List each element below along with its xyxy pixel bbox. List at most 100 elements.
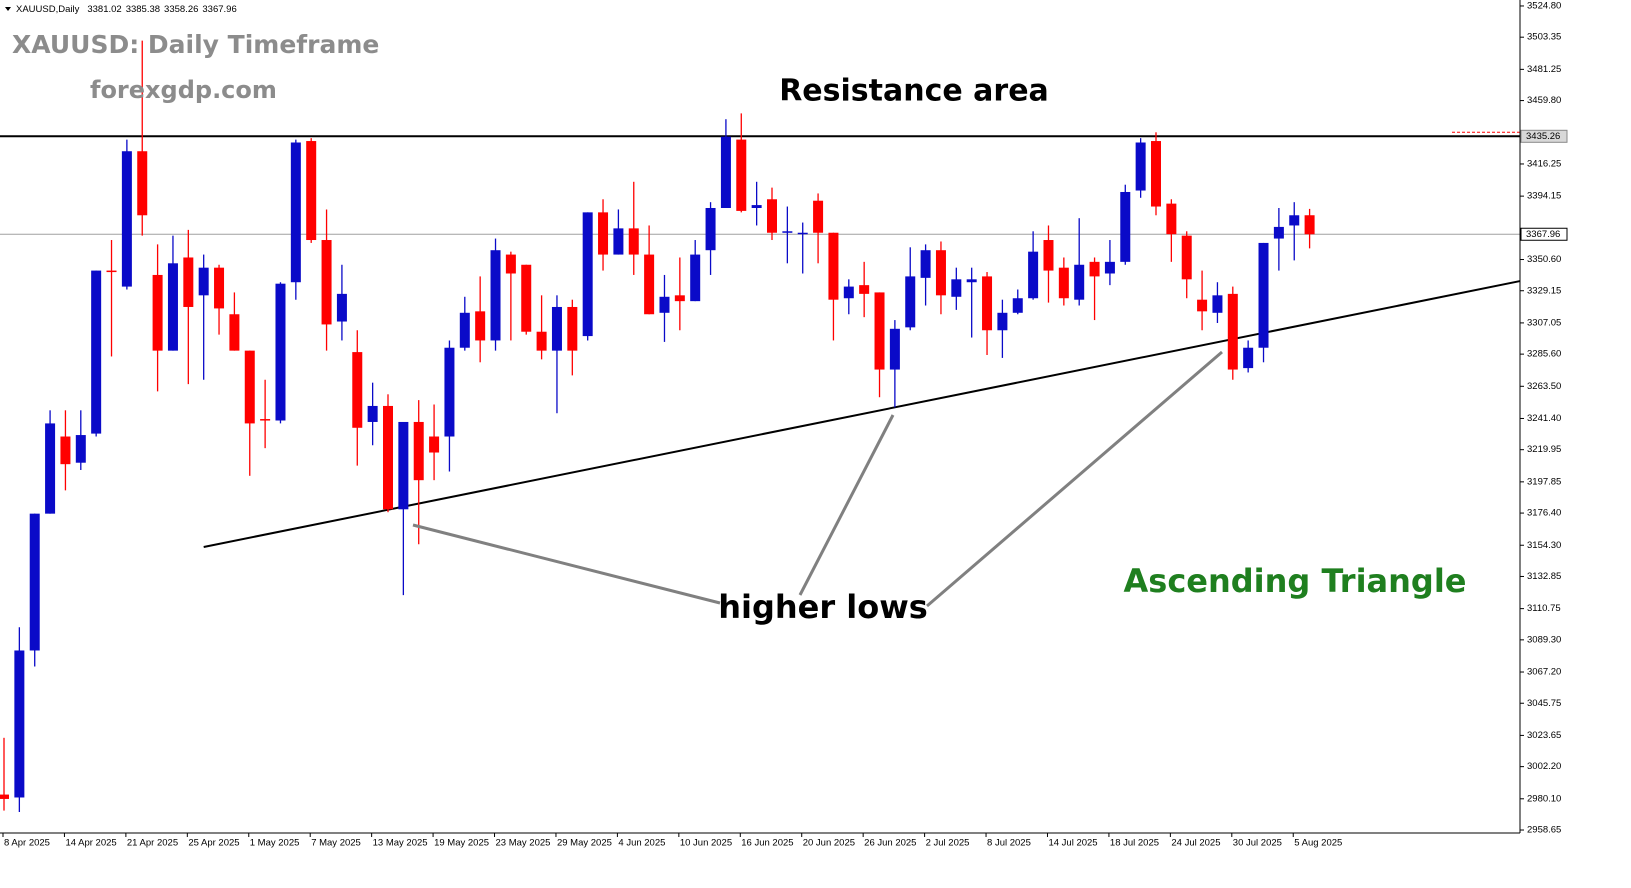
header-open: 3381.02 — [87, 4, 121, 15]
candle-body — [767, 199, 777, 233]
candle-body — [260, 419, 271, 421]
y-tick-label: 3524.80 — [1527, 0, 1561, 11]
candle-body — [106, 270, 117, 273]
candle-body — [321, 240, 332, 325]
resistance-annotation: Resistance area — [779, 74, 1049, 109]
candle-body — [644, 254, 655, 315]
candle-body — [214, 267, 225, 309]
y-tick-label: 2958.65 — [1527, 825, 1561, 836]
pattern-annotation: Ascending Triangle — [1124, 562, 1467, 600]
current-price-box — [1520, 227, 1568, 241]
candle-body — [551, 306, 562, 351]
candle-body — [1028, 251, 1039, 299]
x-tick-label: 30 Jul 2025 — [1233, 838, 1282, 849]
candle-body — [1089, 261, 1100, 277]
y-tick-label: 3089.30 — [1527, 634, 1561, 645]
y-tick-label: 3459.80 — [1527, 95, 1561, 106]
candle-body — [1273, 226, 1284, 239]
candle-body — [1304, 215, 1315, 235]
candle-body — [1135, 142, 1146, 191]
candle-body — [505, 254, 516, 274]
y-tick-label: 3503.35 — [1527, 32, 1561, 43]
candle-body — [1212, 295, 1223, 313]
header-close: 3367.96 — [202, 4, 236, 15]
candle-body — [521, 264, 532, 332]
candle-body — [152, 274, 163, 351]
y-tick-label: 3154.30 — [1527, 540, 1561, 551]
candle-body — [628, 228, 639, 255]
candle-body — [782, 231, 793, 233]
trendline — [203, 280, 1521, 548]
candle-body — [1074, 264, 1085, 300]
x-tick-label: 16 Jun 2025 — [741, 838, 793, 849]
arrow — [926, 350, 1223, 608]
resistance-price-label: 3435.26 — [1526, 131, 1560, 142]
candle-body — [383, 405, 393, 510]
candle-body — [336, 293, 347, 322]
chart-title: XAUUSD: Daily Timeframe — [12, 30, 379, 59]
plot-area — [0, 40, 1521, 813]
candle-body — [167, 263, 178, 351]
candle-body — [720, 136, 731, 208]
x-tick-label: 8 Jul 2025 — [987, 838, 1031, 849]
y-tick-label: 3263.50 — [1527, 381, 1561, 392]
arrow — [798, 414, 895, 596]
candle-body — [705, 207, 716, 251]
candle-body — [121, 151, 132, 287]
candle-body — [859, 285, 870, 294]
candle-body — [536, 331, 547, 351]
resistance-price-box — [1520, 129, 1568, 143]
annotation-arrows — [412, 350, 1223, 608]
y-tick-label: 3132.85 — [1527, 571, 1561, 582]
y-tick-label: 3481.25 — [1527, 64, 1561, 75]
x-tick-label: 1 May 2025 — [250, 838, 300, 849]
x-tick-label: 29 May 2025 — [557, 838, 612, 849]
chart-subtitle: forexgdp.com — [90, 76, 277, 104]
y-tick-label: 3023.65 — [1527, 730, 1561, 741]
candle-body — [1197, 299, 1208, 312]
candle-body — [14, 650, 25, 798]
candle-body — [751, 205, 762, 208]
header-high: 3385.38 — [126, 4, 160, 15]
candle-body — [736, 139, 747, 211]
candle-body — [275, 283, 286, 421]
y-tick-label: 3219.95 — [1527, 444, 1561, 455]
candle-body — [1258, 242, 1269, 348]
candle-body — [398, 421, 409, 510]
candle-body — [613, 228, 624, 255]
candle-body — [60, 436, 71, 465]
candle-body — [459, 312, 470, 348]
x-tick-label: 8 Apr 2025 — [4, 838, 50, 849]
candle-body — [828, 232, 839, 300]
x-tick-label: 5 Aug 2025 — [1294, 838, 1342, 849]
candle-body — [198, 267, 209, 296]
candle-body — [659, 296, 670, 313]
candle-body — [306, 141, 317, 241]
candle-body — [490, 250, 501, 341]
candle-body — [29, 513, 40, 651]
candle-body — [45, 423, 56, 514]
candle-body — [137, 151, 148, 216]
y-tick-label: 3045.75 — [1527, 698, 1561, 709]
x-tick-label: 24 Jul 2025 — [1171, 838, 1220, 849]
candle-body — [966, 279, 977, 283]
y-tick-label: 3329.15 — [1527, 285, 1561, 296]
x-tick-label: 13 May 2025 — [373, 838, 428, 849]
y-tick-label: 3307.05 — [1527, 317, 1561, 328]
x-tick-label: 4 Jun 2025 — [618, 838, 665, 849]
candle-body — [244, 350, 255, 424]
candle-body — [951, 279, 962, 297]
x-tick-label: 23 May 2025 — [496, 838, 551, 849]
x-tick-label: 21 Apr 2025 — [127, 838, 178, 849]
x-tick-label: 14 Apr 2025 — [65, 838, 116, 849]
x-tick-label: 26 Jun 2025 — [864, 838, 916, 849]
candle-body — [674, 295, 685, 302]
header-low: 3358.26 — [164, 4, 198, 15]
candle-body — [444, 347, 455, 437]
candle-body — [1289, 215, 1300, 226]
candle-body — [982, 276, 993, 331]
candle-body — [1043, 240, 1054, 271]
candle-body — [874, 292, 885, 370]
candle-body — [0, 794, 9, 799]
